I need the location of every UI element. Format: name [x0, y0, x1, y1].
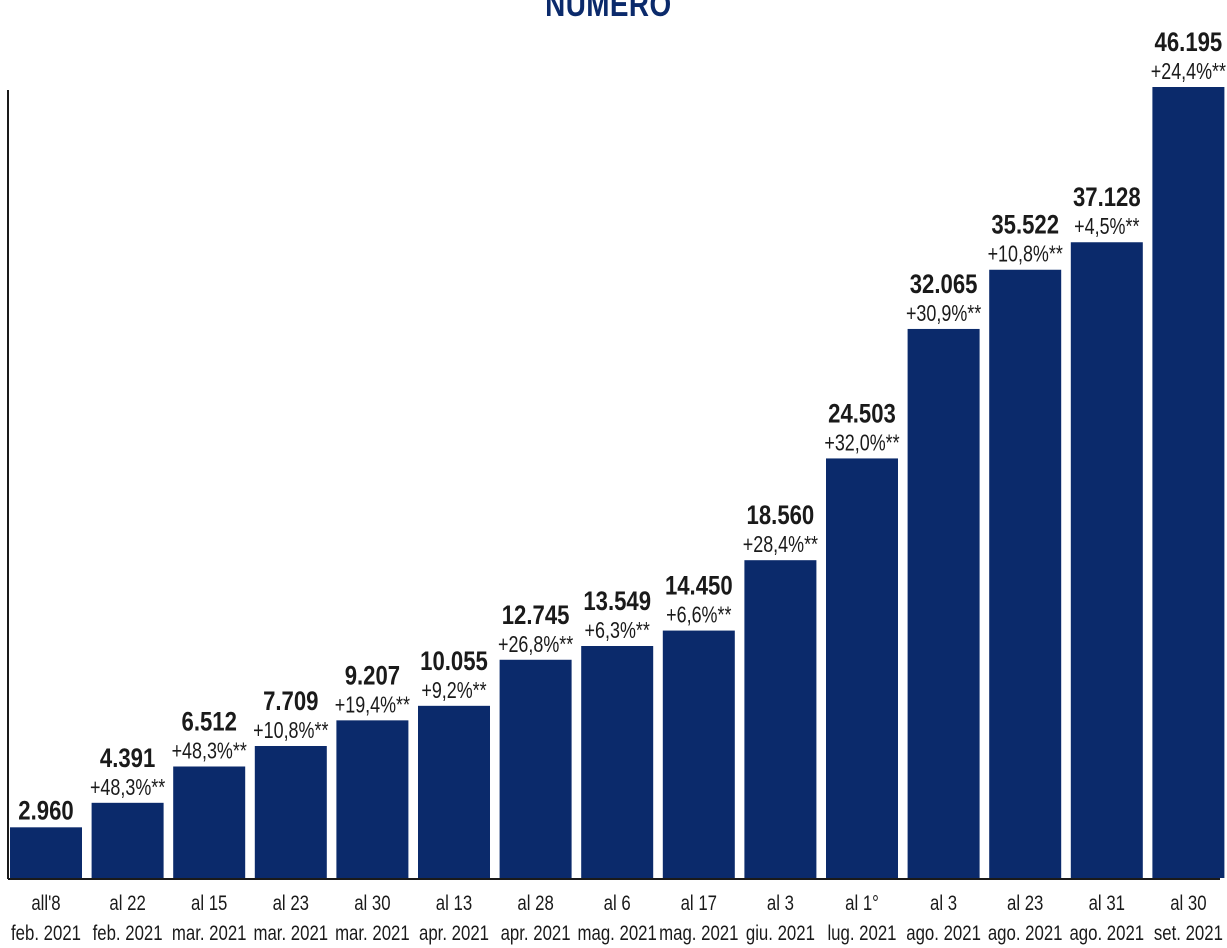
bar-value-label: 9.207 [345, 661, 400, 691]
x-tick-label: ago. 2021 [988, 922, 1063, 945]
bar-change-label: +6,3%** [585, 618, 650, 644]
x-tick-label: al 1° [845, 892, 879, 915]
x-tick-label: lug. 2021 [827, 922, 896, 945]
x-tick-label: giu. 2021 [746, 922, 815, 945]
bar[interactable] [1070, 242, 1143, 879]
x-tick-label: ago. 2021 [1069, 922, 1144, 945]
x-tick-label: feb. 2021 [11, 922, 81, 945]
bar-change-label: +10,8%** [253, 718, 328, 744]
bar[interactable] [826, 458, 898, 878]
bar-change-label: +30,9%** [906, 301, 981, 327]
x-tick-label: set. 2021 [1154, 922, 1223, 945]
x-tick-label: mar. 2021 [253, 922, 328, 945]
bar[interactable] [173, 766, 246, 878]
bar-value-label: 24.503 [828, 399, 896, 429]
bar-value-label: 4.391 [100, 744, 156, 774]
x-tick-label: mag. 2021 [659, 922, 738, 945]
bar[interactable] [91, 802, 164, 878]
bar-value-label: 12.745 [502, 601, 570, 631]
x-tick-label: al 3 [767, 892, 794, 915]
bar-change-label: +9,2%** [421, 678, 486, 704]
bar-value-label: 32.065 [910, 270, 978, 300]
bar-value-label: 37.128 [1073, 183, 1141, 213]
x-tick-label: all'8 [31, 892, 60, 915]
x-tick-label: mag. 2021 [578, 922, 657, 945]
x-tick-label: al 30 [1170, 892, 1206, 915]
bar-value-label: 13.549 [583, 587, 651, 617]
bar-value-label: 46.195 [1155, 28, 1223, 58]
bar-change-label: +32,0%** [824, 430, 899, 456]
bar-value-label: 7.709 [263, 687, 318, 717]
bar[interactable] [907, 328, 980, 878]
chart-title: NUMERO [545, 0, 672, 24]
bar[interactable] [662, 630, 735, 878]
bar-change-label: +28,4%** [743, 532, 818, 558]
x-tick-label: al 23 [273, 892, 309, 915]
x-tick-label: al 22 [109, 892, 145, 915]
x-tick-label: feb. 2021 [93, 922, 163, 945]
bar-value-label: 35.522 [991, 211, 1059, 241]
bar-change-label: +19,4%** [335, 692, 410, 718]
bar-change-label: +48,3%** [90, 775, 165, 801]
bar[interactable] [254, 745, 327, 878]
x-tick-label: al 6 [604, 892, 631, 915]
x-tick-label: apr. 2021 [501, 922, 571, 945]
bar-value-label: 14.450 [665, 572, 733, 602]
bar[interactable] [499, 659, 572, 878]
x-tick-label: al 31 [1089, 892, 1125, 915]
x-tick-label: al 13 [436, 892, 472, 915]
bar-value-label: 18.560 [747, 501, 815, 531]
bar-change-label: +4,5%** [1074, 214, 1139, 240]
x-tick-label: apr. 2021 [419, 922, 489, 945]
x-tick-label: al 15 [191, 892, 227, 915]
x-tick-label: al 28 [517, 892, 553, 915]
bar-value-label: 6.512 [182, 708, 237, 738]
bar-change-label: +48,3%** [172, 738, 247, 764]
x-tick-label: mar. 2021 [172, 922, 247, 945]
bar-value-label: 10.055 [420, 647, 488, 677]
x-tick-label: al 30 [354, 892, 390, 915]
bar-change-label: +6,6%** [666, 602, 731, 628]
bar[interactable] [989, 269, 1062, 878]
bar[interactable] [1152, 87, 1225, 878]
bar-change-label: +10,8%** [988, 242, 1063, 268]
x-tick-label: al 23 [1007, 892, 1043, 915]
x-tick-label: mar. 2021 [335, 922, 410, 945]
x-tick-label: al 17 [681, 892, 717, 915]
x-tick-label: ago. 2021 [906, 922, 981, 945]
bar-value-label: 2.960 [18, 796, 73, 826]
x-tick-label: al 3 [930, 892, 957, 915]
bar[interactable] [336, 720, 409, 878]
bar[interactable] [744, 560, 817, 878]
bar[interactable] [581, 645, 654, 878]
bar-change-label: +24,4%** [1151, 59, 1226, 85]
bar-change-label: +26,8%** [498, 632, 573, 658]
bar[interactable] [10, 827, 82, 878]
bar[interactable] [418, 705, 490, 878]
